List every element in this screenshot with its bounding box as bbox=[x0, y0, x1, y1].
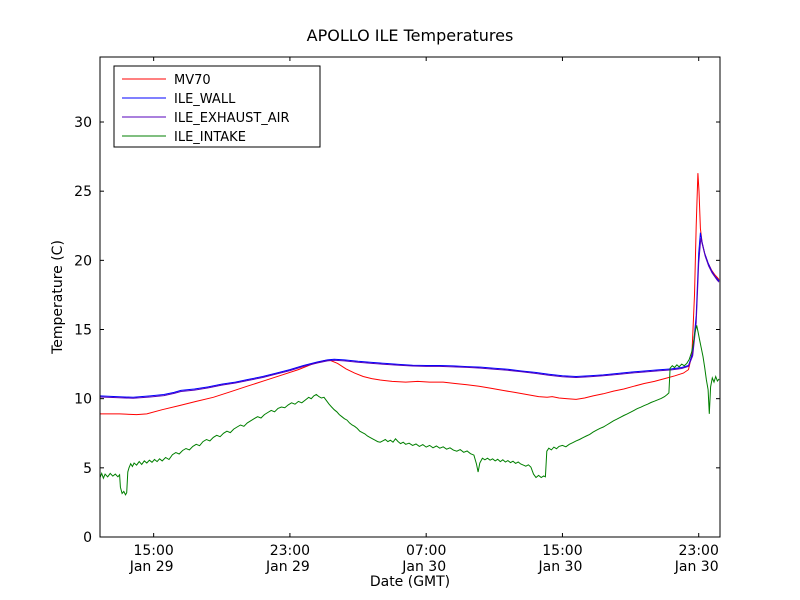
legend-label-ile_exhaust_air: ILE_EXHAUST_AIR bbox=[174, 111, 290, 126]
legend-label-mv70: MV70 bbox=[174, 73, 211, 88]
legend-label-ile_wall: ILE_WALL bbox=[174, 92, 236, 107]
axes-frame bbox=[99, 56, 721, 538]
x-tick-label-date: Jan 30 bbox=[538, 559, 583, 575]
y-tick-label: 5 bbox=[83, 461, 92, 477]
y-axis-label: Temperature (C) bbox=[50, 240, 66, 355]
y-tick-label: 15 bbox=[74, 323, 92, 339]
y-tick-label: 25 bbox=[74, 184, 92, 200]
x-tick-label-date: Jan 29 bbox=[129, 559, 174, 575]
plot-series bbox=[100, 173, 720, 496]
chart-title: APOLLO ILE Temperatures bbox=[307, 26, 514, 45]
x-tick-label-date: Jan 30 bbox=[401, 559, 446, 575]
legend-label-ile_intake: ILE_INTAKE bbox=[174, 130, 246, 145]
x-tick-label-time: 23:00 bbox=[270, 543, 310, 559]
x-tick-label-time: 15:00 bbox=[133, 543, 173, 559]
y-tick-label: 0 bbox=[83, 530, 92, 546]
legend: MV70 ILE_WALL ILE_EXHAUST_AIR ILE_INTAKE bbox=[113, 65, 321, 148]
y-tick-label: 20 bbox=[74, 253, 92, 269]
x-tick-label-time: 07:00 bbox=[406, 543, 446, 559]
series-line-ile_intake bbox=[100, 325, 720, 496]
x-tick-label-date: Jan 30 bbox=[674, 559, 719, 575]
x-tick-label-time: 23:00 bbox=[679, 543, 719, 559]
x-axis-label: Date (GMT) bbox=[370, 574, 450, 590]
series-line-ile_wall bbox=[100, 232, 720, 398]
x-tick-label-date: Jan 29 bbox=[265, 559, 310, 575]
series-line-ile_exhaust_air bbox=[100, 238, 720, 399]
y-tick-label: 30 bbox=[74, 115, 92, 131]
x-tick-label-time: 15:00 bbox=[542, 543, 582, 559]
series-line-mv70 bbox=[100, 173, 720, 416]
y-tick-label: 10 bbox=[74, 392, 92, 408]
